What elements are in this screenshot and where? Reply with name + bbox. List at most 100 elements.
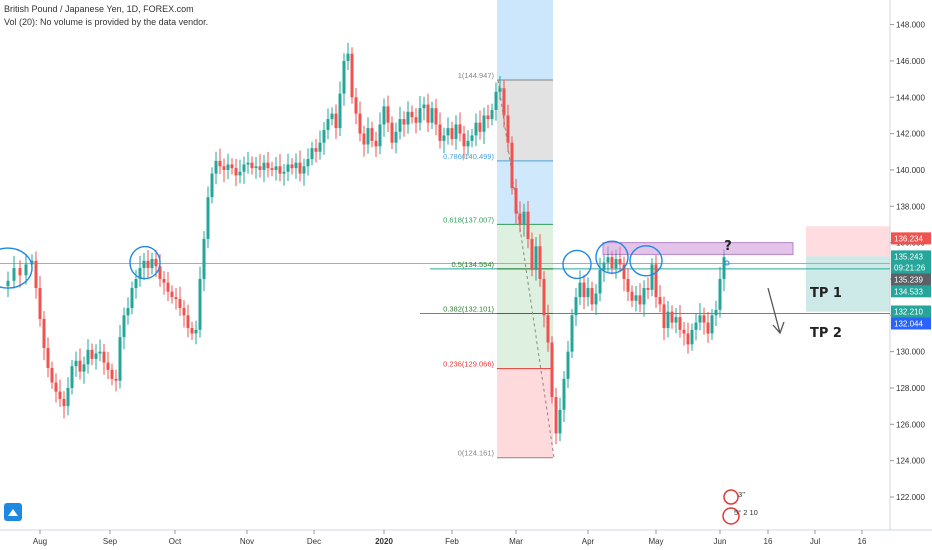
candle-body <box>642 288 646 305</box>
candle-body <box>402 119 406 125</box>
candle-body <box>638 295 642 305</box>
x-tick-label: Jun <box>714 537 727 546</box>
candle-body <box>702 315 706 323</box>
candle-body <box>12 268 16 281</box>
candle-body <box>462 133 466 147</box>
candle-body <box>258 166 262 170</box>
x-tick-label: Apr <box>582 537 595 546</box>
candle-body <box>86 349 90 365</box>
x-tick-label: Oct <box>169 537 182 546</box>
price-tag-label: 132.210 <box>894 307 923 316</box>
candle-body <box>138 268 142 279</box>
candle-body <box>50 367 54 383</box>
candle-body <box>422 104 426 109</box>
candle-body <box>126 308 130 316</box>
candle-body <box>426 104 430 123</box>
candle-body <box>230 164 234 169</box>
price-tag-label: 132.044 <box>894 319 923 328</box>
x-tick-label: 16 <box>764 537 773 546</box>
candle-body <box>394 131 398 143</box>
candle-body <box>110 369 114 379</box>
candle-body <box>46 348 50 368</box>
candle-body <box>342 60 346 94</box>
candle-body <box>54 382 58 392</box>
candle-body <box>218 160 222 167</box>
candle-body <box>194 329 198 334</box>
candle-body <box>278 166 282 174</box>
candle-body <box>30 260 34 265</box>
candle-body <box>514 188 518 214</box>
candle-body <box>506 115 510 143</box>
candle-body <box>370 128 374 141</box>
price-tag-label: 135.239 <box>894 276 923 285</box>
candle-body <box>602 262 606 270</box>
question-dot <box>724 260 730 266</box>
candle-body <box>74 360 78 367</box>
price-tag-label: 136.234 <box>894 234 923 243</box>
candle-body <box>614 258 618 269</box>
chart-title: British Pound / Japanese Yen, 1D, FOREX.… <box>4 4 194 14</box>
candle-body <box>566 351 570 379</box>
candle-body <box>682 329 686 334</box>
candle-body <box>338 93 342 129</box>
candle-body <box>250 162 254 169</box>
candle-body <box>694 322 698 330</box>
x-tick-label: 16 <box>858 537 867 546</box>
candle-body <box>130 288 134 309</box>
candle-body <box>434 108 438 125</box>
candle-body <box>266 162 270 169</box>
price-tag-bg <box>891 273 931 286</box>
candle-body <box>170 291 174 298</box>
candle-body <box>610 257 614 269</box>
candle-body <box>310 148 314 160</box>
candle-body <box>122 315 126 338</box>
resistance-box <box>602 242 794 255</box>
candle-body <box>578 282 582 298</box>
price-tag-label: 135.243 <box>894 252 923 261</box>
candle-body <box>474 122 478 136</box>
candle-body <box>442 135 446 141</box>
candle-body <box>290 164 294 169</box>
candle-body <box>58 391 62 399</box>
reward-zone <box>806 256 890 312</box>
candle-body <box>570 315 574 352</box>
x-tick-label: May <box>648 537 663 546</box>
candle-body <box>466 140 470 147</box>
candle-body <box>238 171 242 176</box>
candle-body <box>18 268 22 276</box>
fib-level-label: 0.5(134.554) <box>451 260 494 269</box>
tv-badge-icon <box>8 509 18 516</box>
candle-body <box>42 318 46 349</box>
candle-body <box>678 317 682 330</box>
candle-body <box>118 337 122 381</box>
candle-body <box>334 113 338 129</box>
candle-body <box>494 91 498 110</box>
logo-text-1: 3’’ <box>738 490 746 499</box>
fib-zone-0236 <box>497 368 553 458</box>
candle-body <box>330 113 334 120</box>
candle-body <box>106 362 110 370</box>
candle-body <box>450 128 454 140</box>
candle-body <box>298 162 302 174</box>
candle-body <box>646 288 650 290</box>
fib-level-label: 0.786(140.499) <box>443 152 494 161</box>
fib-zone-1 <box>497 80 553 161</box>
price-tag-bg <box>891 305 931 318</box>
candle-body <box>534 246 538 270</box>
x-tick-label: Nov <box>240 537 254 546</box>
candle-body <box>274 166 278 170</box>
candle-body <box>214 160 218 174</box>
candle-body <box>6 280 10 287</box>
y-tick-label: 130.000 <box>896 348 925 357</box>
down-arrow-head <box>772 321 785 335</box>
candle-body <box>186 315 190 329</box>
candle-body <box>490 109 494 120</box>
candle-body <box>134 278 138 289</box>
candle-body <box>598 269 602 294</box>
candle-body <box>554 397 558 434</box>
candle-body <box>198 278 202 330</box>
candle-body <box>626 278 630 292</box>
candle-body <box>358 113 362 134</box>
